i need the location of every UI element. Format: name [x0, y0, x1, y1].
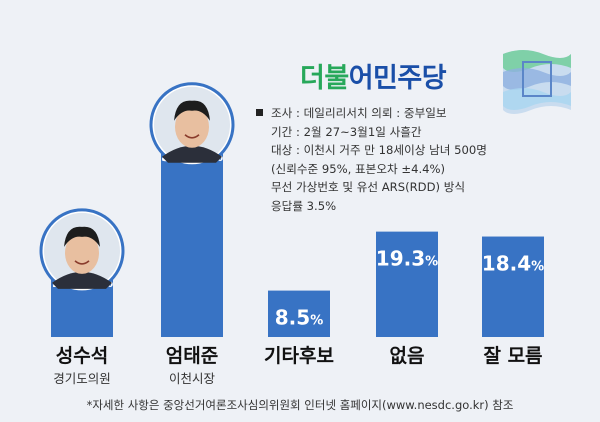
category-label: 없음: [390, 345, 425, 367]
bar: [482, 236, 544, 337]
bar: [376, 231, 438, 337]
photo-hair: [174, 100, 210, 121]
photo-face: [65, 231, 99, 274]
photo-face: [175, 105, 209, 148]
photo-smile: [74, 260, 90, 265]
category-subtitle: 이천시장: [169, 371, 216, 386]
bullet-icon: [256, 109, 263, 116]
party-logo: 더불어민주당: [300, 56, 447, 95]
info-row: 대상 : 이천시 거주 만 18세이상 남녀 500명: [271, 143, 487, 158]
info-row: 무선 가상번호 및 유선 ARS(RDD) 방식: [271, 180, 466, 195]
category-label: 엄태준: [166, 345, 218, 367]
bar-value-label: 8.5%: [275, 306, 323, 330]
info-row: 기간 : 2월 27~3월1일 사흘간: [271, 124, 422, 139]
category-label: 잘 모름: [483, 345, 542, 367]
category-label: 기타후보: [264, 345, 334, 367]
candidate-photo: [149, 82, 235, 168]
photo-suit: [52, 271, 112, 289]
bar: [268, 290, 330, 337]
info-row: 조사 : 데일리리서치 의뢰 : 중부일보: [256, 104, 516, 123]
party-name-part1: 더불: [300, 63, 349, 94]
photo-smile: [184, 134, 200, 139]
footnote: *자세한 사항은 중앙선거여론조사심의위원회 인터넷 홈페이지(www.nesd…: [86, 398, 514, 412]
info-row: (신뢰수준 95%, 표본오차 ±4.4%): [271, 161, 446, 176]
info-row: 응답률 3.5%: [271, 198, 337, 213]
photo-suit: [162, 145, 222, 163]
survey-info: 조사 : 데일리리서치 의뢰 : 중부일보 기간 : 2월 27~3월1일 사흘…: [256, 104, 516, 216]
bar-value-label: 19.3%: [376, 247, 438, 271]
bar-value-label: 18.4%: [482, 252, 544, 276]
photo-hair: [64, 226, 100, 247]
category-subtitle: 경기도의원: [53, 371, 111, 386]
party-name-part2: 어민주당: [348, 63, 447, 94]
category-label: 성수석: [56, 345, 108, 367]
candidate-photo: [39, 208, 125, 294]
